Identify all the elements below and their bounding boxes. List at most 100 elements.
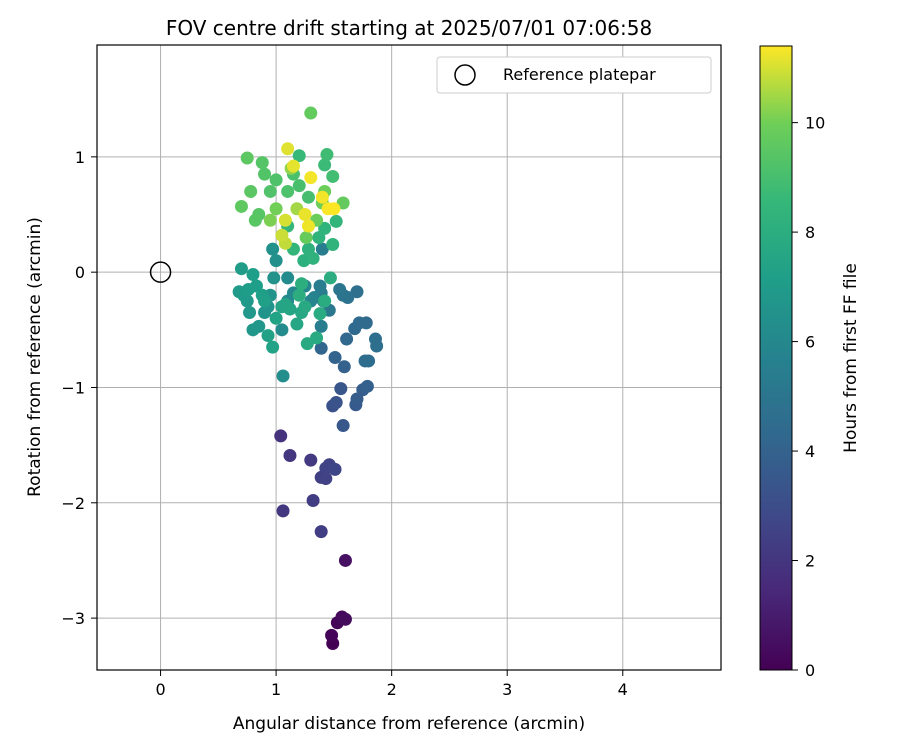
data-point (246, 267, 260, 281)
y-axis-label: Rotation from reference (arcmin) (25, 217, 45, 497)
y-tick-label: 1 (75, 148, 85, 167)
data-point (276, 504, 290, 518)
data-point (299, 231, 313, 245)
data-point (275, 323, 289, 337)
data-point (304, 453, 318, 467)
data-point (314, 319, 328, 333)
data-point (336, 196, 350, 210)
data-point (269, 311, 283, 325)
data-point (281, 271, 295, 285)
data-point (258, 167, 272, 181)
x-tick-label: 4 (618, 680, 628, 699)
data-point (281, 184, 295, 198)
data-point (269, 173, 283, 187)
data-point (320, 148, 334, 162)
data-point (301, 219, 315, 233)
data-point (266, 242, 280, 256)
colorbar-tick-label: 8 (805, 223, 815, 242)
reference-point-marker (149, 261, 172, 283)
data-point (362, 354, 376, 368)
data-point (301, 190, 315, 204)
data-point (283, 449, 297, 463)
data-point (318, 221, 332, 235)
data-point (336, 419, 350, 433)
data-point (306, 251, 320, 265)
data-point (283, 302, 297, 316)
colorbar-tick-label: 6 (805, 333, 815, 352)
data-point (313, 279, 327, 293)
data-point (292, 288, 306, 302)
chart-title: FOV centre drift starting at 2025/07/01 … (166, 16, 652, 40)
data-point (370, 339, 384, 353)
colorbar-label: Hours from first FF file (841, 263, 861, 453)
legend-entry: Reference platepar (503, 65, 656, 84)
data-point (258, 306, 272, 320)
data-point (326, 169, 340, 183)
data-point (248, 213, 262, 227)
data-point (360, 379, 374, 393)
data-point (315, 242, 329, 256)
colorbar-tick-label: 10 (805, 114, 825, 133)
data-point (275, 228, 289, 242)
data-point (234, 199, 248, 213)
data-point (304, 106, 318, 120)
data-point (318, 158, 332, 172)
data-point (274, 429, 288, 443)
data-point (338, 612, 352, 626)
data-point (300, 337, 314, 351)
data-point (255, 156, 269, 170)
data-point (269, 202, 283, 216)
colorbar-tick-label: 0 (805, 661, 815, 680)
data-point (281, 142, 295, 156)
data-point (328, 351, 342, 364)
legend-marker (454, 64, 476, 86)
data-point (334, 382, 348, 396)
data-point (234, 262, 248, 276)
data-point (326, 237, 340, 251)
colorbar: 0 2 4 6 8 10 Hours from first FF file (759, 45, 861, 680)
data-point (315, 190, 329, 204)
data-point (327, 202, 341, 216)
colorbar-gradient (759, 45, 793, 671)
data-point (350, 285, 364, 299)
data-point (278, 213, 292, 227)
x-tick-label: 3 (502, 680, 512, 699)
grid-lines (97, 45, 721, 670)
data-point (314, 341, 328, 355)
data-point (292, 179, 306, 193)
data-point (240, 151, 254, 165)
data-point (267, 271, 281, 285)
data-point (340, 332, 354, 346)
data-point (286, 159, 300, 173)
colorbar-ticks: 0 2 4 6 8 10 (792, 114, 825, 680)
data-point (295, 277, 309, 291)
data-point (338, 553, 352, 567)
colorbar-tick-label: 2 (805, 552, 815, 571)
y-tick-label: 0 (75, 263, 85, 282)
x-tick-label: 0 (155, 680, 165, 699)
data-point (261, 329, 275, 343)
data-point (313, 307, 327, 321)
data-point (298, 300, 312, 314)
data-point (318, 294, 332, 308)
data-point (329, 214, 343, 228)
data-point (266, 340, 280, 354)
data-point (292, 149, 306, 163)
colorbar-tick-label: 4 (805, 442, 815, 461)
data-point (263, 184, 277, 198)
data-point (246, 323, 260, 337)
data-point (323, 271, 337, 285)
data-point (269, 254, 283, 268)
data-point (276, 369, 290, 383)
x-tick-label: 1 (271, 680, 281, 699)
data-point (328, 462, 342, 476)
data-point (337, 360, 351, 374)
data-point (243, 306, 257, 320)
data-point (290, 317, 304, 331)
data-point (244, 184, 258, 198)
data-point (304, 171, 318, 185)
data-point (314, 525, 328, 539)
data-point (263, 213, 277, 227)
